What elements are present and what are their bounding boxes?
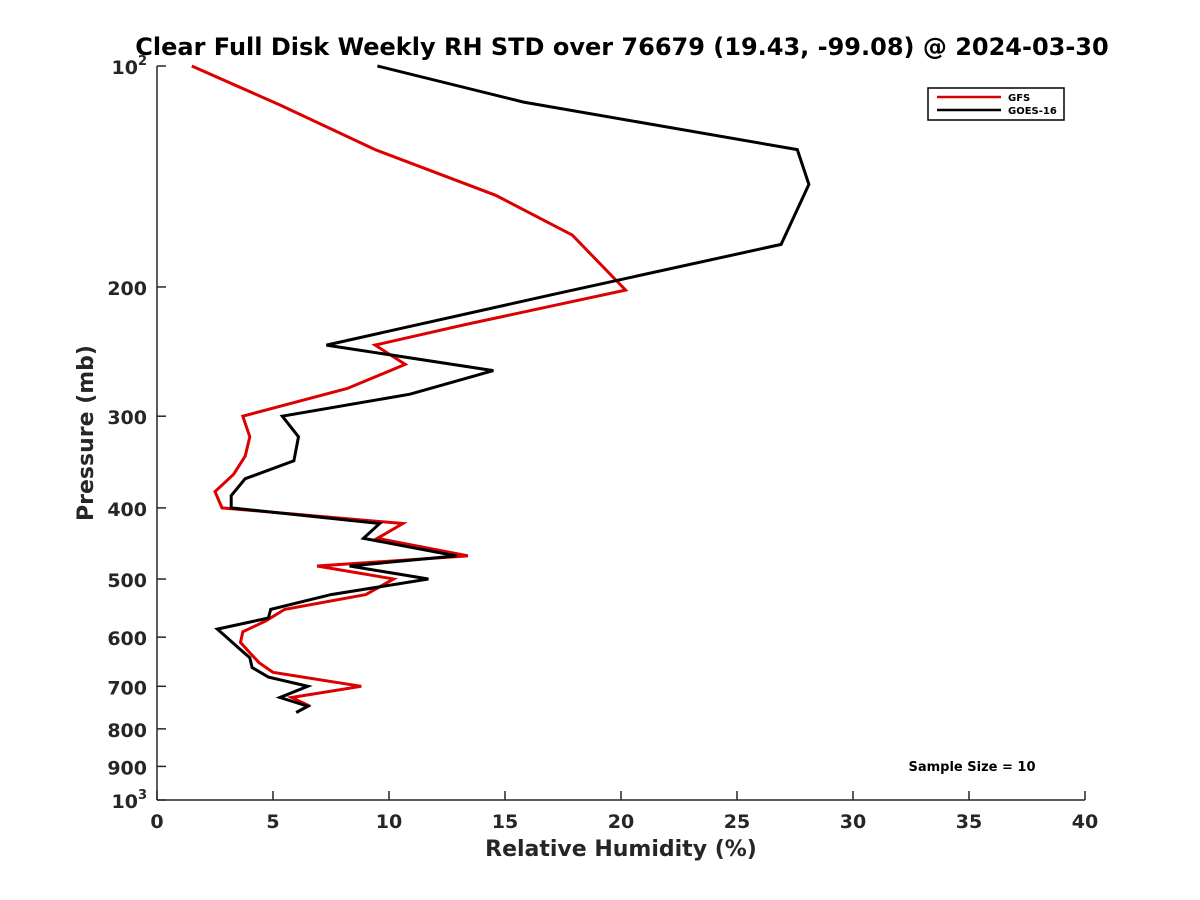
y-tick-base: 800 [107, 720, 147, 742]
y-tick-base: 200 [107, 278, 147, 300]
sample-size-annotation: Sample Size = 10 [908, 760, 1035, 775]
series-group [191, 64, 811, 714]
chart-title: Clear Full Disk Weekly RH STD over 76679… [135, 33, 1108, 61]
x-tick-label: 30 [840, 811, 866, 833]
y-axis-label: Pressure (mb) [74, 345, 99, 521]
x-tick-label: 20 [608, 811, 634, 833]
series-line-goes16 [214, 64, 811, 714]
y-tick-base: 900 [107, 757, 147, 779]
y-tick-label: 900 [107, 757, 147, 779]
x-axis-label: Relative Humidity (%) [485, 837, 757, 862]
y-tick-label: 200 [107, 278, 147, 300]
legend-label-goes16: GOES-16 [1008, 106, 1057, 117]
y-tick-exponent: 2 [138, 54, 147, 69]
y-tick-base: 500 [107, 570, 147, 592]
legend-box [927, 87, 1065, 121]
y-tick-base: 10 [112, 57, 138, 79]
y-tick-label: 103 [112, 788, 148, 813]
y-tick-base: 300 [107, 407, 147, 429]
y-tick-base: 600 [107, 628, 147, 650]
x-tick-label: 25 [724, 811, 750, 833]
y-tick-label: 500 [107, 570, 147, 592]
y-tick-base: 700 [107, 677, 147, 699]
legend: GFS GOES-16 [927, 87, 1065, 121]
y-tick-label: 700 [107, 677, 147, 699]
y-tick-label: 102 [112, 54, 148, 79]
x-tick-label: 40 [1072, 811, 1098, 833]
legend-label-gfs: GFS [1008, 93, 1030, 104]
y-tick-label: 400 [107, 499, 147, 521]
y-tick-base: 10 [112, 791, 138, 813]
x-tick-label: 0 [150, 811, 163, 833]
x-tick-label: 5 [266, 811, 279, 833]
x-tick-label: 15 [492, 811, 518, 833]
y-tick-label: 800 [107, 720, 147, 742]
x-tick-label: 35 [956, 811, 982, 833]
y-tick-label: 300 [107, 407, 147, 429]
x-tick-label: 10 [376, 811, 402, 833]
y-tick-exponent: 3 [138, 788, 147, 803]
y-tick-label: 600 [107, 628, 147, 650]
x-ticks: 0 5 10 15 20 25 30 35 40 [150, 791, 1098, 833]
y-tick-base: 400 [107, 499, 147, 521]
plot-area: 0 5 10 15 20 25 30 35 40 10220030040050060070080… [107, 54, 1098, 833]
